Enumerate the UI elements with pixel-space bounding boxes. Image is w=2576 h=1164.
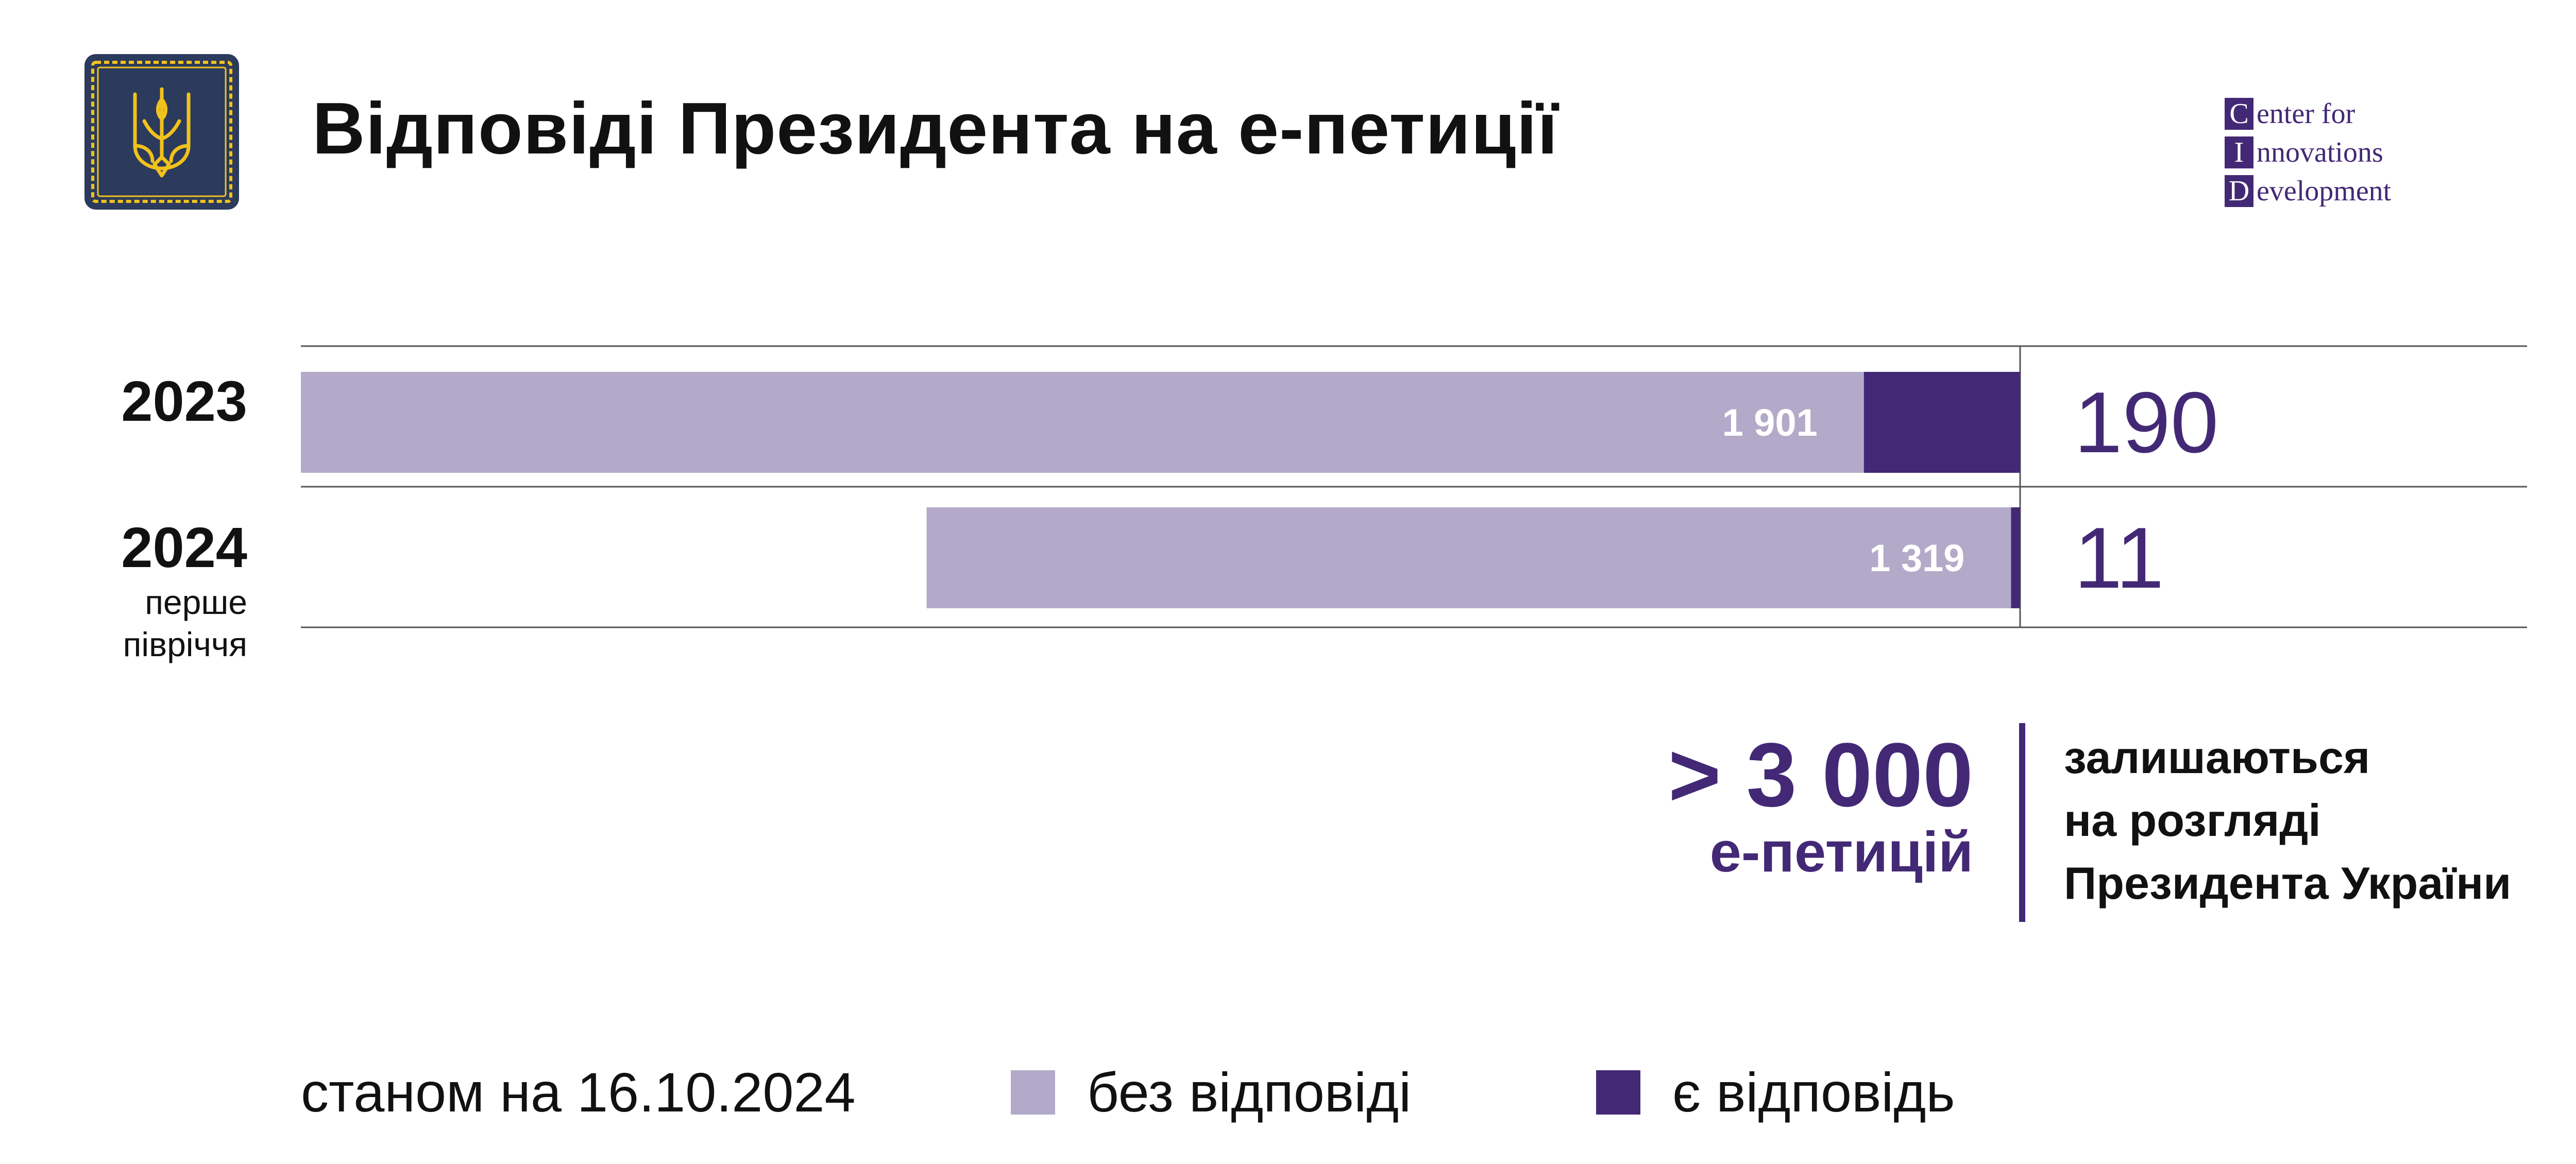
bar-value-label-answered: 11 [2074, 509, 2164, 606]
bar-no-answer-2023 [301, 372, 1864, 473]
bar-value-label-no-answer: 1 901 [1722, 401, 1818, 444]
cid-logo-text: enter for [2257, 97, 2355, 130]
cid-logo-letter: D [2225, 175, 2253, 207]
cid-logo-letter: C [2225, 97, 2253, 130]
legend-label: є відповідь [1672, 1061, 1955, 1123]
category-sublabel-line: перше [145, 583, 247, 621]
info-divider [2019, 723, 2025, 922]
legend-label: без відповіді [1087, 1061, 1412, 1123]
pending-petitions-count: > 3 000 [1668, 725, 1973, 826]
legend-swatch [1596, 1070, 1640, 1115]
cid-logo-letter: I [2225, 136, 2253, 168]
bar-answered-2024 [2011, 507, 2020, 608]
pending-petitions-text: залишаються на розгляді Президента Украї… [2064, 726, 2511, 915]
pending-petitions-unit: е-петицій [1709, 820, 1973, 884]
category-sublabel: перше півріччя [52, 581, 247, 665]
info-line: залишаються [2064, 732, 2370, 783]
ukraine-trident-emblem-icon [84, 54, 239, 210]
bar-no-answer-2024 [926, 507, 2011, 608]
info-line: на розгляді [2064, 795, 2321, 846]
page-title: Відповіді Президента на е-петиції [312, 88, 1558, 169]
cid-logo-text: nnovations [2257, 136, 2383, 168]
bar-answered-2023 [1863, 372, 2020, 473]
category-sublabel-line: півріччя [123, 625, 247, 663]
legend-item-no-answer: без відповіді [1011, 1060, 1411, 1124]
bar-value-label-no-answer: 1 319 [1869, 537, 1964, 579]
as-of-date: станом на 16.10.2024 [301, 1061, 856, 1123]
bar-value-label-answered: 190 [2074, 374, 2218, 471]
category-label-2024: 2024 [121, 516, 247, 579]
cid-logo-text: evelopment [2257, 175, 2392, 207]
category-label-2023: 2023 [121, 370, 247, 433]
legend-item-answered: є відповідь [1596, 1060, 1955, 1124]
info-line: Президента України [2064, 858, 2512, 909]
legend-swatch [1011, 1070, 1055, 1115]
